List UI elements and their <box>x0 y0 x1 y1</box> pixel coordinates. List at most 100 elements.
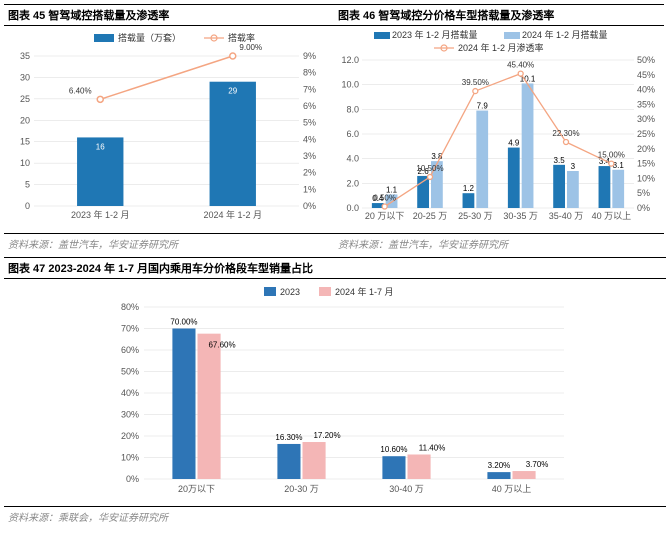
y2-tick: 50% <box>637 55 655 65</box>
y1-tick: 5 <box>25 180 30 190</box>
y1-tick: 2.0 <box>346 178 359 188</box>
line-value: 6.40% <box>69 86 92 95</box>
bar <box>210 82 256 206</box>
bar1 <box>508 148 520 208</box>
line-marker <box>382 204 387 209</box>
legend-bar-text: 搭载量（万套） <box>118 32 181 43</box>
legend1-swatch <box>264 287 276 296</box>
y2-tick: 5% <box>303 118 316 128</box>
legend-bar2-text: 2024 年 1-2 月搭载量 <box>522 29 608 40</box>
bar2-value: 11.40% <box>419 443 446 452</box>
line-value: 15.00% <box>598 151 625 160</box>
y1-tick: 0 <box>25 201 30 211</box>
x-cat: 40 万以上 <box>492 484 532 494</box>
chart46-title: 图表 46 智驾域控分价格车型搭载量及渗透率 <box>334 5 664 26</box>
chart45-plot: 搭载量（万套）搭载率051015202530350%1%2%3%4%5%6%7%… <box>4 28 334 233</box>
legend-bar2-swatch <box>504 32 520 39</box>
line-marker <box>609 161 614 166</box>
chart46-source: 资料来源：盖世汽车，华安证券研究所 <box>334 233 664 257</box>
line-value: 9.00% <box>239 43 262 52</box>
bar2 <box>522 83 534 208</box>
chart47-title: 图表 47 2023-2024 年 1-7 月国内乘用车分价格段车型销量占比 <box>4 258 666 279</box>
bar-value: 16 <box>96 142 105 151</box>
bar2 <box>476 111 488 208</box>
bar1-value: 1.2 <box>463 184 475 193</box>
x-cat: 20-25 万 <box>413 211 448 221</box>
line-value: 22.30% <box>552 129 579 138</box>
legend-line-text: 搭载率 <box>228 32 255 43</box>
y-tick: 60% <box>121 345 139 355</box>
chart46-plot: 2023 年 1-2 月搭载量 2024 年 1-2 月搭载量 2024 年 1-2… <box>334 28 664 233</box>
x-cat: 35-40 万 <box>549 211 584 221</box>
legend-bar1-swatch <box>374 32 390 39</box>
bar2-value: 17.20% <box>313 431 340 440</box>
y2-tick: 6% <box>303 101 316 111</box>
x-cat: 20-30 万 <box>284 484 319 494</box>
legend-line-text: 2024 年 1-2 月渗透率 <box>458 42 544 53</box>
line-marker <box>518 71 523 76</box>
line-marker <box>564 139 569 144</box>
y1-tick: 4.0 <box>346 154 359 164</box>
y2-tick: 45% <box>637 70 655 80</box>
y2-tick: 15% <box>637 159 655 169</box>
y2-tick: 25% <box>637 129 655 139</box>
y2-tick: 0% <box>303 201 316 211</box>
y-tick: 40% <box>121 388 139 398</box>
line-value: 0.50% <box>373 194 396 203</box>
bar2-value: 7.9 <box>477 102 489 111</box>
bar-value: 29 <box>228 87 237 96</box>
y1-tick: 20 <box>20 115 30 125</box>
y-tick: 20% <box>121 431 139 441</box>
y1-tick: 10 <box>20 158 30 168</box>
x-cat: 25-30 万 <box>458 211 493 221</box>
bar-series1 <box>172 329 195 480</box>
bar-series2 <box>513 471 536 479</box>
line-marker <box>230 53 236 59</box>
y1-tick: 8.0 <box>346 104 359 114</box>
bar1-value: 4.9 <box>508 139 520 148</box>
line-marker <box>428 174 433 179</box>
y2-tick: 35% <box>637 99 655 109</box>
bar-series1 <box>487 472 510 479</box>
y2-tick: 20% <box>637 144 655 154</box>
x-cat: 2023 年 1-2 月 <box>71 209 130 220</box>
y-tick: 80% <box>121 302 139 312</box>
chart47-source: 资料来源：乘联会，华安证券研究所 <box>4 506 666 530</box>
line-value: 39.50% <box>462 78 489 87</box>
legend-bar1-text: 2023 年 1-2 月搭载量 <box>392 29 478 40</box>
panel-chart45: 图表 45 智驾域控搭载量及渗透率 搭载量（万套）搭载率051015202530… <box>4 4 334 257</box>
y1-tick: 12.0 <box>341 55 359 65</box>
y-tick: 50% <box>121 367 139 377</box>
panel-chart46: 图表 46 智驾域控分价格车型搭载量及渗透率 2023 年 1-2 月搭载量20… <box>334 4 664 257</box>
y2-tick: 3% <box>303 151 316 161</box>
bar2 <box>567 171 579 208</box>
bar2-value: 67.60% <box>208 341 235 350</box>
bar1 <box>463 193 475 208</box>
x-cat: 20万以下 <box>178 484 215 494</box>
y2-tick: 7% <box>303 84 316 94</box>
x-cat: 30-40 万 <box>389 484 424 494</box>
bar-series2 <box>198 334 221 479</box>
bar1 <box>599 166 611 208</box>
legend2-swatch <box>319 287 331 296</box>
chart47-plot: 20232024 年 1-7 月0%10%20%30%40%50%60%70%8… <box>4 281 666 506</box>
y2-tick: 1% <box>303 184 316 194</box>
x-cat: 40 万以上 <box>592 211 632 221</box>
bar1-value: 3.20% <box>488 461 511 470</box>
y2-tick: 4% <box>303 134 316 144</box>
y2-tick: 30% <box>637 114 655 124</box>
chart45-source: 资料来源：盖世汽车，华安证券研究所 <box>4 233 334 257</box>
panel-chart47: 图表 47 2023-2024 年 1-7 月国内乘用车分价格段车型销量占比 2… <box>4 257 666 530</box>
y1-tick: 30 <box>20 72 30 82</box>
y2-tick: 9% <box>303 51 316 61</box>
line-marker <box>97 96 103 102</box>
y-tick: 10% <box>121 453 139 463</box>
bar-series1 <box>277 444 300 479</box>
y-tick: 0% <box>126 474 139 484</box>
y1-tick: 10.0 <box>341 80 359 90</box>
bar2-value: 3.70% <box>526 460 549 469</box>
y1-tick: 6.0 <box>346 129 359 139</box>
y-tick: 70% <box>121 324 139 334</box>
bar2-value: 3 <box>571 162 576 171</box>
y-tick: 30% <box>121 410 139 420</box>
